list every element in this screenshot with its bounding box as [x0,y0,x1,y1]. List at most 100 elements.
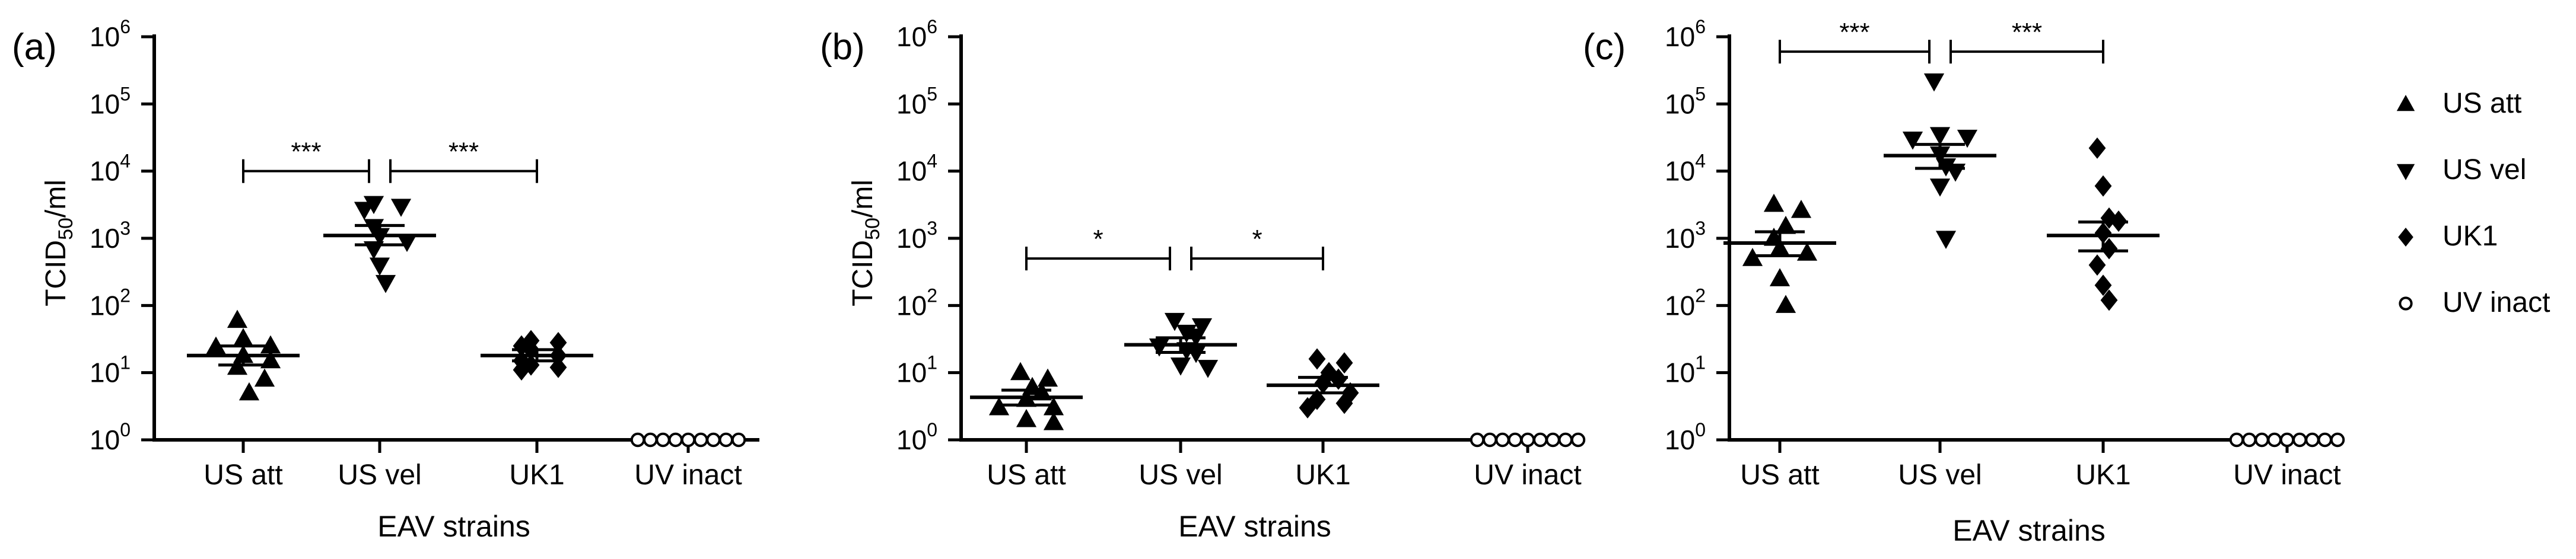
data-point [1495,432,1510,448]
data-point [2100,238,2118,260]
y-tick-label: 103 [1665,218,1706,254]
legend: US att US vel UK1 UV inact [2396,88,2550,318]
data-point [1929,178,1951,197]
legend-label: UV inact [2443,287,2550,318]
data-point [1010,362,1031,381]
x-tick-label: UV inact [2233,459,2340,491]
data-point [1520,432,1535,448]
data-point [1902,131,1923,150]
x-tick-label: UV inact [634,459,742,491]
series-0 [970,362,1083,430]
x-tick-label: UK1 [2075,459,2130,491]
data-point [706,432,721,448]
data-point [1043,397,1064,416]
significance-bracket: *** [1950,18,2104,64]
series-1 [1124,312,1237,378]
series-3 [630,432,746,448]
data-point [1775,216,1796,234]
data-point [2088,254,2106,276]
significance-bracket: * [1190,225,1324,271]
x-tick-label: UK1 [1295,459,1350,491]
data-point [227,309,248,328]
data-point [354,202,375,221]
data-point [1929,127,1951,146]
data-point [205,336,227,355]
y-axis-label: TCID50/ml [847,180,884,306]
series-1 [1884,73,1996,249]
x-tick-label: US att [203,459,282,491]
data-point [2305,432,2320,448]
series-2 [1267,348,1379,419]
panel-a: (a) TCID50/ml EAV strains 10010110210310… [12,16,759,543]
x-tick-label: US vel [1898,459,1982,491]
data-point [1308,348,1326,370]
y-tick-label: 101 [1665,352,1706,388]
series-0 [187,309,300,401]
significance-label: * [1252,225,1262,254]
data-point [2254,432,2269,448]
data-point [988,397,1010,416]
panel-b: (b) TCID50/ml EAV strains 10010110210310… [820,16,1586,543]
y-tick-label: 104 [1665,151,1706,187]
data-point [1935,231,1957,249]
significance-label: *** [1839,18,1869,47]
plot-area: 100 101 102 103 104 105 106 US att US vel UK1 UV i… [896,16,1586,491]
legend-marker [2396,95,2415,111]
panel-label: (b) [820,27,865,68]
plot-area: 100 101 102 103 104 105 106 US att US vel UK1 UV i… [90,16,759,491]
data-point [390,199,412,217]
panel-label: (a) [12,27,57,68]
legend-marker [2396,164,2415,180]
significance-label: * [1093,225,1103,254]
y-tick-label: 104 [896,151,937,187]
data-point [2094,274,2112,296]
data-point [369,257,390,276]
series-1 [323,196,436,293]
y-tick-label: 105 [896,83,937,119]
data-point [1185,344,1207,363]
data-point [1483,432,1497,448]
data-point [1197,360,1219,378]
x-tick-label: US att [987,459,1066,491]
data-point [260,335,281,354]
data-point [1742,248,1763,266]
data-point [1769,268,1791,286]
data-point [233,328,254,347]
data-point [718,432,733,448]
data-point [1791,199,1812,218]
significance-bracket: *** [1779,18,1931,64]
data-point [1170,357,1191,376]
x-tick-label: US att [1740,459,1819,491]
data-point [1545,432,1560,448]
y-tick-label: 100 [1665,419,1706,455]
y-tick-label: 102 [896,285,937,321]
data-point [363,196,384,215]
data-point [2088,137,2106,159]
legend-label: UK1 [2443,221,2498,252]
data-point [694,432,708,448]
data-point [1043,412,1064,430]
x-tick-label: UK1 [509,459,564,491]
significance-bracket: * [1025,225,1171,271]
data-point [1335,352,1353,374]
y-tick-label: 100 [90,419,131,455]
y-axis-label: TCID50/ml [40,180,77,306]
legend-marker [2398,228,2413,247]
legend-marker [2399,296,2413,311]
data-point [1957,129,1978,148]
x-axis-label: EAV strains [1952,514,2106,547]
legend-entry: US vel [2396,154,2526,186]
y-tick-label: 100 [896,419,937,455]
data-point [680,432,696,448]
data-point [1570,432,1586,448]
data-point [2100,289,2118,311]
series-2 [481,330,593,381]
y-tick-label: 102 [1665,285,1706,321]
data-point [1923,73,1945,92]
y-tick-label: 101 [90,352,131,388]
data-point [1037,368,1058,387]
data-point [2267,432,2282,448]
y-tick-label: 106 [1665,16,1706,52]
significance-bracket: *** [242,138,370,183]
data-point [1164,312,1185,331]
